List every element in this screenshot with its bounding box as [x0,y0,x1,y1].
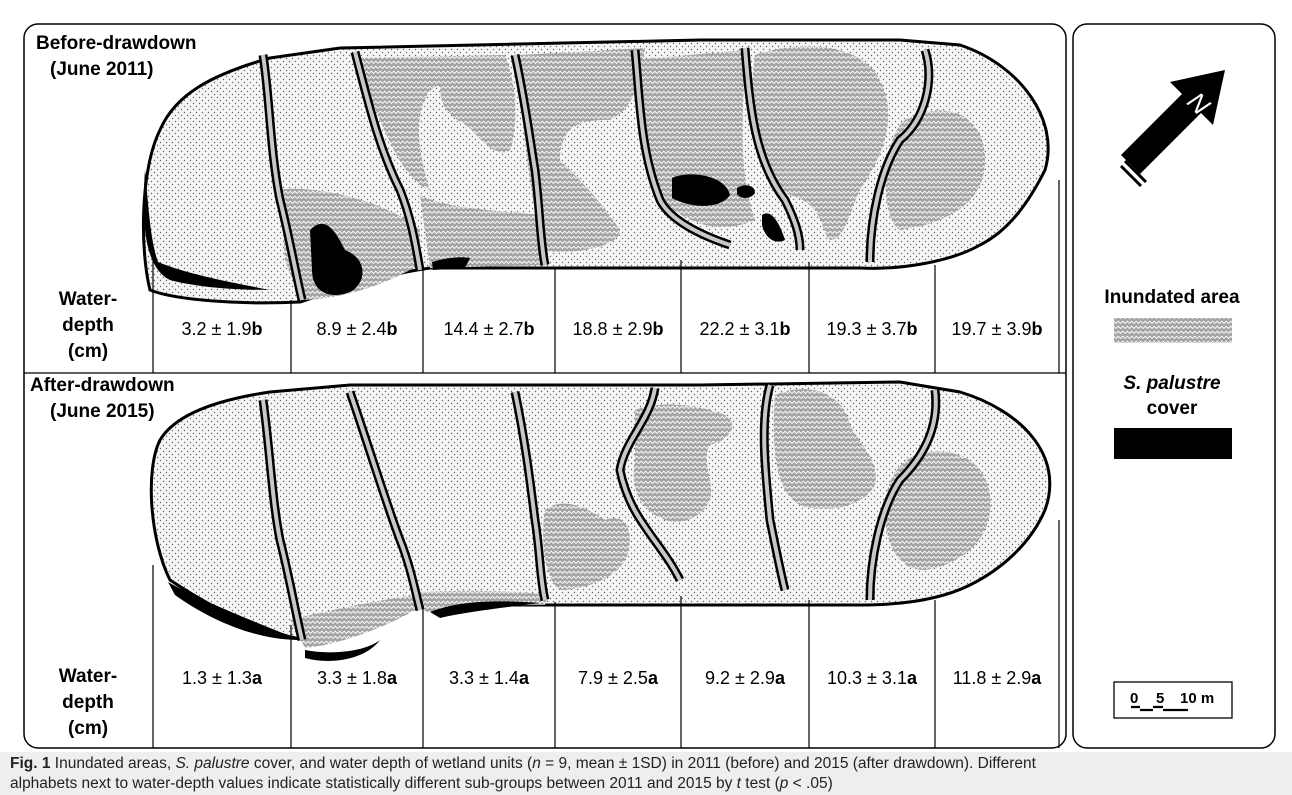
svg-text:(June 2015): (June 2015) [50,401,155,422]
after-depth-label-1: Water- [59,666,117,687]
before-species-3 [737,185,755,198]
before-depth-label-3: (cm) [68,341,108,362]
before-inundated-4 [635,50,755,228]
scale-tick-0: 0 [1130,690,1138,707]
after-inundated-1 [290,595,415,648]
after-species-3 [430,601,540,618]
before-inundated-3 [520,48,645,252]
after-map [149,380,1052,661]
before-depth-value-3: 14.4 ± 2.7b [444,319,535,339]
north-arrow-icon: N [1119,70,1225,188]
after-inundated-6 [885,451,991,570]
before-depth-value-6: 19.3 ± 3.7b [827,319,918,339]
legend-inundated-label: Inundated area [1104,287,1240,308]
scale-bar: 0 5 10 m [1113,681,1233,719]
legend-species-swatch [1114,428,1232,459]
before-inundated-6 [885,110,985,230]
figure-panel: Before-drawdown (June 2011) Water- depth… [23,23,1276,749]
before-inundated-5 [751,46,889,241]
caption-fig-label: Fig. 1 [10,755,51,772]
after-inundated-3 [543,503,630,590]
legend-inundated-swatch [1114,318,1232,343]
before-species-4 [762,213,785,242]
before-species-6 [432,257,470,270]
after-species-2 [305,640,380,661]
after-depth-value-1: 1.3 ± 1.3a [182,668,263,688]
legend-species-cover: cover [1147,398,1198,419]
after-depth-value-3: 3.3 ± 1.4a [449,668,530,688]
after-depth-value-4: 7.9 ± 2.5a [578,668,659,688]
legend-species-label: S. palustre [1123,373,1221,394]
before-depth-value-1: 3.2 ± 1.9b [182,319,263,339]
before-depth-value-4: 18.8 ± 2.9b [573,319,664,339]
after-depth-value-5: 9.2 ± 2.9a [705,668,786,688]
legend-frame [1072,23,1276,749]
after-depth-label-2: depth [62,692,114,713]
scale-tick-10: 10 m [1180,690,1214,707]
before-depth-value-7: 19.7 ± 3.9b [952,319,1043,339]
before-species-1 [310,223,363,296]
after-depth-table [152,520,1060,748]
before-depth-table [24,180,1066,374]
after-inundated-4 [633,404,733,522]
after-title-line1: After-drawdown [30,375,175,396]
svg-text:Before-drawdown: Before-drawdown [36,33,196,54]
before-title-line2: (June 2011) [50,59,154,80]
figure-caption: Fig. 1 Inundated areas, S. palustre cove… [0,752,1292,795]
after-depth-value-2: 3.3 ± 1.8a [317,668,398,688]
svg-text:(June 2011): (June 2011) [50,59,154,80]
after-depth-label-3: (cm) [68,718,108,739]
map-frame [23,23,1067,749]
before-depth-label-1: Water- [59,289,117,310]
before-inundated-2b [420,195,545,268]
before-inundated-2 [355,55,516,190]
after-inundated-5 [773,389,876,509]
after-depth-value-6: 10.3 ± 3.1a [827,668,918,688]
before-depth-label-2: depth [62,315,114,336]
before-depth-value-2: 8.9 ± 2.4b [317,319,398,339]
before-map [141,38,1050,305]
before-title-line1: Before-drawdown [36,33,196,54]
scale-tick-5: 5 [1156,690,1164,707]
svg-text:After-drawdown: After-drawdown [30,375,175,396]
after-depth-value-7: 11.8 ± 2.9a [953,668,1043,688]
before-depth-value-5: 22.2 ± 3.1b [700,319,791,339]
after-title-line2: (June 2015) [50,401,155,422]
before-species-2 [672,174,730,206]
